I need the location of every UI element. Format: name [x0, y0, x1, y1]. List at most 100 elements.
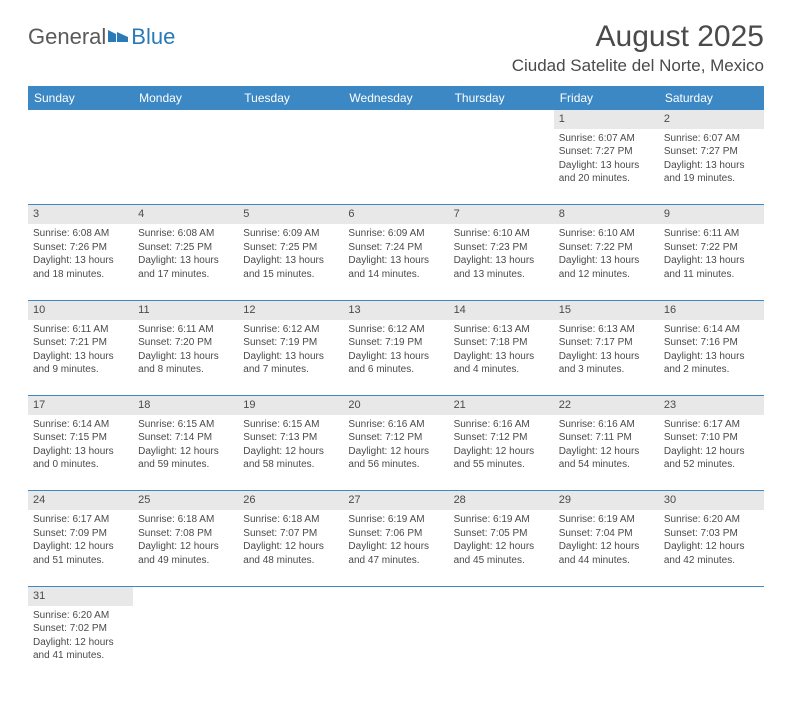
sunrise-text: Sunrise: 6:08 AM: [138, 227, 233, 241]
daylight2-text: and 51 minutes.: [33, 554, 128, 568]
day-header: Friday: [554, 86, 659, 110]
day-number: 22: [559, 399, 571, 411]
sunset-text: Sunset: 7:18 PM: [454, 336, 549, 350]
day-cell: Sunrise: 6:19 AMSunset: 7:04 PMDaylight:…: [554, 510, 659, 586]
daylight2-text: and 12 minutes.: [559, 268, 654, 282]
sunrise-text: Sunrise: 6:12 AM: [243, 323, 338, 337]
daylight2-text: and 58 minutes.: [243, 458, 338, 472]
sunrise-text: Sunrise: 6:19 AM: [348, 513, 443, 527]
daylight2-text: and 41 minutes.: [33, 649, 128, 663]
day-cell: [449, 606, 554, 682]
day-cell: [133, 129, 238, 205]
sunset-text: Sunset: 7:08 PM: [138, 527, 233, 541]
sunset-text: Sunset: 7:21 PM: [33, 336, 128, 350]
day-number: 13: [348, 304, 360, 316]
sunrise-text: Sunrise: 6:17 AM: [33, 513, 128, 527]
daylight2-text: and 44 minutes.: [559, 554, 654, 568]
sunrise-text: Sunrise: 6:18 AM: [138, 513, 233, 527]
sunrise-text: Sunrise: 6:12 AM: [348, 323, 443, 337]
sunset-text: Sunset: 7:25 PM: [243, 241, 338, 255]
day-number: 18: [138, 399, 150, 411]
daylight2-text: and 52 minutes.: [664, 458, 759, 472]
daylight1-text: Daylight: 13 hours: [559, 350, 654, 364]
day-number: 23: [664, 399, 676, 411]
daynum-cell: 9: [659, 205, 764, 224]
daylight1-text: Daylight: 13 hours: [664, 350, 759, 364]
sunset-text: Sunset: 7:02 PM: [33, 622, 128, 636]
day-cell: Sunrise: 6:19 AMSunset: 7:06 PMDaylight:…: [343, 510, 448, 586]
daynum-cell: 5: [238, 205, 343, 224]
week-row: Sunrise: 6:11 AMSunset: 7:21 PMDaylight:…: [28, 320, 764, 396]
day-cell: Sunrise: 6:08 AMSunset: 7:26 PMDaylight:…: [28, 224, 133, 300]
sunset-text: Sunset: 7:14 PM: [138, 431, 233, 445]
daylight1-text: Daylight: 13 hours: [348, 350, 443, 364]
day-cell: Sunrise: 6:15 AMSunset: 7:13 PMDaylight:…: [238, 415, 343, 491]
daylight1-text: Daylight: 12 hours: [243, 445, 338, 459]
daynum-cell: 18: [133, 396, 238, 415]
daylight2-text: and 14 minutes.: [348, 268, 443, 282]
daynum-cell: [659, 586, 764, 605]
day-number: 10: [33, 304, 45, 316]
sunrise-text: Sunrise: 6:07 AM: [559, 132, 654, 146]
daynum-row: 24252627282930: [28, 491, 764, 510]
day-header: Saturday: [659, 86, 764, 110]
sunset-text: Sunset: 7:03 PM: [664, 527, 759, 541]
day-cell: [343, 606, 448, 682]
day-header-row: Sunday Monday Tuesday Wednesday Thursday…: [28, 86, 764, 110]
daynum-cell: 24: [28, 491, 133, 510]
day-cell: Sunrise: 6:13 AMSunset: 7:18 PMDaylight:…: [449, 320, 554, 396]
day-number: 3: [33, 208, 39, 220]
daylight1-text: Daylight: 12 hours: [559, 445, 654, 459]
daylight1-text: Daylight: 13 hours: [138, 350, 233, 364]
daynum-cell: 8: [554, 205, 659, 224]
daylight1-text: Daylight: 12 hours: [138, 540, 233, 554]
day-number: 26: [243, 494, 255, 506]
daylight2-text: and 8 minutes.: [138, 363, 233, 377]
day-cell: Sunrise: 6:19 AMSunset: 7:05 PMDaylight:…: [449, 510, 554, 586]
day-cell: [343, 129, 448, 205]
sunset-text: Sunset: 7:19 PM: [243, 336, 338, 350]
sunset-text: Sunset: 7:07 PM: [243, 527, 338, 541]
sunrise-text: Sunrise: 6:13 AM: [559, 323, 654, 337]
daylight1-text: Daylight: 13 hours: [454, 350, 549, 364]
sunset-text: Sunset: 7:25 PM: [138, 241, 233, 255]
daynum-cell: 11: [133, 300, 238, 319]
day-cell: Sunrise: 6:07 AMSunset: 7:27 PMDaylight:…: [659, 129, 764, 205]
daylight1-text: Daylight: 12 hours: [348, 445, 443, 459]
day-cell: Sunrise: 6:15 AMSunset: 7:14 PMDaylight:…: [133, 415, 238, 491]
sunrise-text: Sunrise: 6:17 AM: [664, 418, 759, 432]
sunrise-text: Sunrise: 6:14 AM: [33, 418, 128, 432]
daylight2-text: and 18 minutes.: [33, 268, 128, 282]
daylight1-text: Daylight: 13 hours: [33, 350, 128, 364]
daynum-cell: 19: [238, 396, 343, 415]
week-row: Sunrise: 6:07 AMSunset: 7:27 PMDaylight:…: [28, 129, 764, 205]
sunset-text: Sunset: 7:23 PM: [454, 241, 549, 255]
sunset-text: Sunset: 7:22 PM: [664, 241, 759, 255]
daynum-cell: [133, 586, 238, 605]
daylight2-text: and 13 minutes.: [454, 268, 549, 282]
sunset-text: Sunset: 7:10 PM: [664, 431, 759, 445]
daynum-cell: 1: [554, 110, 659, 129]
daynum-cell: 21: [449, 396, 554, 415]
sunset-text: Sunset: 7:22 PM: [559, 241, 654, 255]
day-number: 5: [243, 208, 249, 220]
day-number: 30: [664, 494, 676, 506]
daynum-row: 31: [28, 586, 764, 605]
day-cell: Sunrise: 6:17 AMSunset: 7:09 PMDaylight:…: [28, 510, 133, 586]
logo: General Blue: [28, 24, 175, 50]
day-cell: Sunrise: 6:20 AMSunset: 7:03 PMDaylight:…: [659, 510, 764, 586]
sunrise-text: Sunrise: 6:13 AM: [454, 323, 549, 337]
daylight1-text: Daylight: 13 hours: [138, 254, 233, 268]
day-cell: Sunrise: 6:16 AMSunset: 7:12 PMDaylight:…: [449, 415, 554, 491]
sunrise-text: Sunrise: 6:10 AM: [559, 227, 654, 241]
logo-flag-icon: [108, 24, 130, 50]
daylight2-text: and 2 minutes.: [664, 363, 759, 377]
sunset-text: Sunset: 7:19 PM: [348, 336, 443, 350]
day-number: 25: [138, 494, 150, 506]
daynum-row: 17181920212223: [28, 396, 764, 415]
daylight2-text: and 19 minutes.: [664, 172, 759, 186]
daylight1-text: Daylight: 12 hours: [138, 445, 233, 459]
daylight1-text: Daylight: 13 hours: [33, 254, 128, 268]
daylight1-text: Daylight: 12 hours: [33, 636, 128, 650]
day-number: 19: [243, 399, 255, 411]
